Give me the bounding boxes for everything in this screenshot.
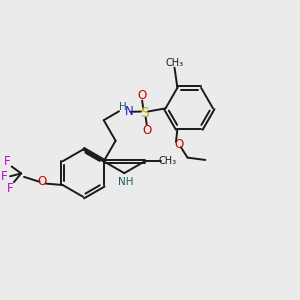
Text: O: O bbox=[37, 175, 46, 188]
Text: O: O bbox=[174, 138, 183, 152]
Text: O: O bbox=[137, 89, 147, 102]
Text: F: F bbox=[7, 182, 14, 195]
Text: N: N bbox=[125, 105, 134, 118]
Text: NH: NH bbox=[118, 177, 134, 188]
Text: F: F bbox=[3, 155, 10, 168]
Text: CH₃: CH₃ bbox=[159, 156, 177, 166]
Text: F: F bbox=[2, 170, 8, 183]
Text: CH₃: CH₃ bbox=[166, 58, 184, 68]
Text: S: S bbox=[140, 106, 149, 120]
Text: H: H bbox=[119, 103, 127, 112]
Text: O: O bbox=[142, 124, 152, 136]
